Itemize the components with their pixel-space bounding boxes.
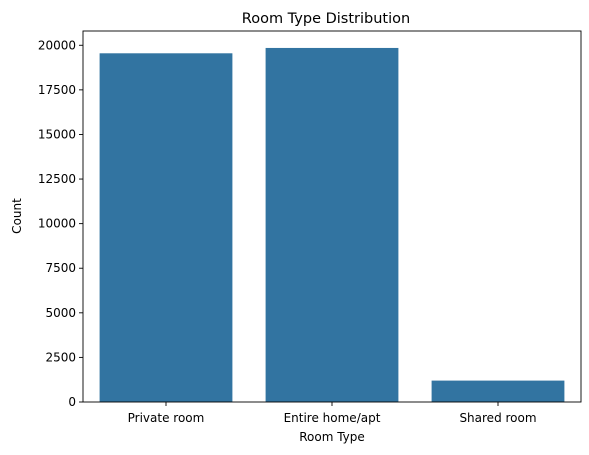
y-axis-label: Count	[10, 198, 24, 234]
y-tick-label: 15000	[38, 127, 76, 141]
x-tick-label: Entire home/apt	[284, 411, 381, 425]
y-tick-label: 5000	[45, 306, 76, 320]
y-tick-label: 10000	[38, 217, 76, 231]
x-tick-label: Private room	[128, 411, 205, 425]
y-tick-label: 17500	[38, 83, 76, 97]
y-tick-label: 20000	[38, 38, 76, 52]
y-axis-ticks: 0 2500 5000 7500 10000 12500 15000 17500 20000	[38, 38, 83, 409]
bar-0	[99, 53, 233, 402]
chart-title: Room Type Distribution	[242, 11, 410, 27]
x-axis-label: Room Type	[299, 430, 365, 444]
x-tick-label: Shared room	[459, 411, 536, 425]
bar-2	[431, 380, 565, 402]
y-tick-label: 12500	[38, 172, 76, 186]
y-tick-label: 7500	[45, 261, 76, 275]
x-axis-ticks: Private room Entire home/apt Shared room	[128, 402, 537, 425]
y-tick-label: 0	[68, 395, 76, 409]
bar-1	[265, 47, 399, 403]
bars-group	[99, 47, 565, 403]
y-tick-label: 2500	[45, 350, 76, 364]
plot-frame	[82, 30, 582, 403]
